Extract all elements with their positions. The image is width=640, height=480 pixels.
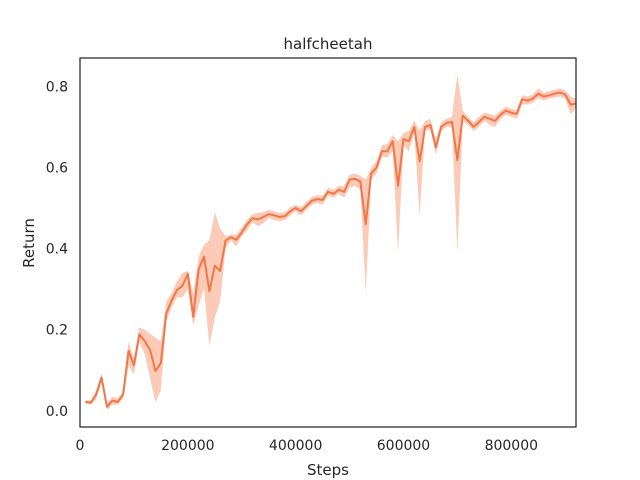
x-tick-label: 200000 xyxy=(161,438,214,454)
x-axis-ticks: 0 200000 400000 600000 800000 xyxy=(76,438,538,454)
confidence-band xyxy=(85,74,576,410)
x-tick-label: 0 xyxy=(76,438,85,454)
y-tick-label: 0.2 xyxy=(46,323,68,339)
y-tick-label: 0.8 xyxy=(46,79,68,95)
chart-title: halfcheetah xyxy=(284,35,373,53)
plot-frame xyxy=(79,57,577,428)
series-line xyxy=(85,91,577,408)
y-tick-label: 0.6 xyxy=(46,160,68,176)
y-axis-ticks: 0.0 0.2 0.4 0.6 0.8 xyxy=(46,79,68,419)
x-tick-label: 400000 xyxy=(269,438,322,454)
x-axis-label: Steps xyxy=(307,461,349,479)
y-tick-label: 0.4 xyxy=(46,242,68,258)
x-tick-label: 800000 xyxy=(485,438,538,454)
y-tick-label: 0.0 xyxy=(46,404,68,420)
x-tick-label: 600000 xyxy=(377,438,430,454)
plot-area xyxy=(85,74,577,410)
y-axis-label: Return xyxy=(20,218,38,268)
